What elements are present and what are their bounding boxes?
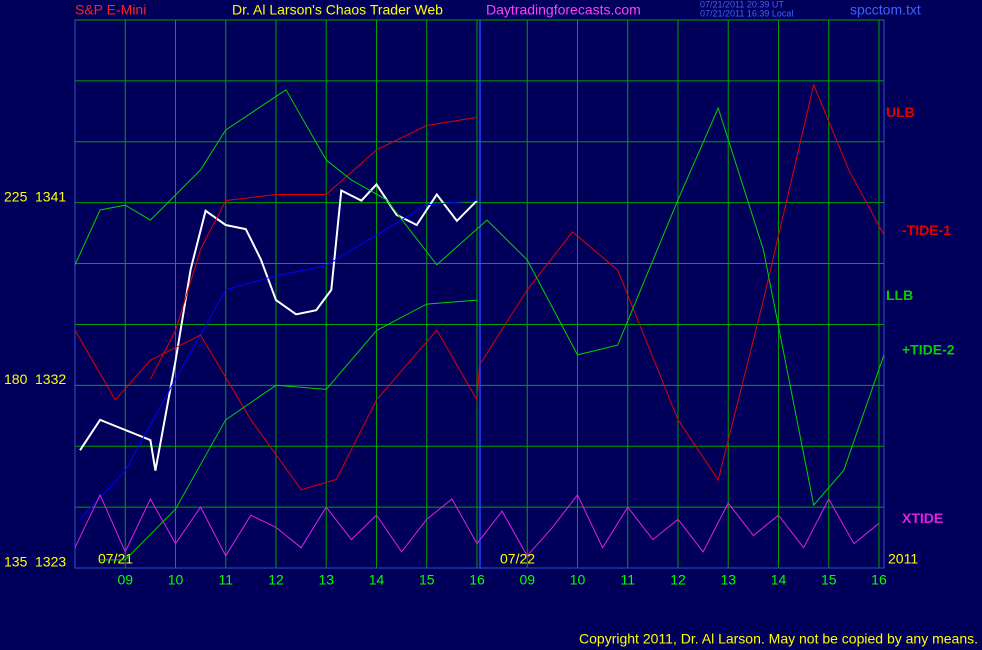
legend-label: ULB xyxy=(886,104,915,120)
chart-title: Dr. Al Larson's Chaos Trader Web xyxy=(232,2,443,18)
x-tick-label: 10 xyxy=(570,572,586,588)
subtitle: S&P E-Mini xyxy=(75,2,146,18)
y-tick-label: 1341 xyxy=(35,188,66,204)
series-line xyxy=(149,116,478,380)
x-tick-label: 09 xyxy=(519,572,535,588)
legend-label: XTIDE xyxy=(902,510,943,526)
x-tick-label: 15 xyxy=(821,572,837,588)
series-line xyxy=(74,493,880,557)
x-tick-label: 14 xyxy=(369,572,385,588)
copyright: Copyright 2011, Dr. Al Larson. May not b… xyxy=(579,631,978,647)
series-line xyxy=(74,89,885,507)
x-tick-label: 11 xyxy=(218,572,233,588)
series-line xyxy=(79,182,478,471)
timestamp: 07/21/2011 20:39 UT xyxy=(700,0,784,9)
x-tick-label: 13 xyxy=(318,572,334,588)
x-tick-label: 13 xyxy=(720,572,736,588)
series-line xyxy=(74,83,885,491)
x-tick-label: 10 xyxy=(168,572,184,588)
x-tick-label: 16 xyxy=(469,572,485,588)
legend-label: +TIDE-2 xyxy=(902,342,955,358)
x-tick-label: 14 xyxy=(771,572,787,588)
x-tick-label: 09 xyxy=(117,572,133,588)
series-line xyxy=(100,299,478,561)
date-label: 07/21 xyxy=(98,551,133,567)
y-tick-label: 1323 xyxy=(35,554,66,570)
date-label: 2011 xyxy=(888,551,918,567)
x-tick-label: 16 xyxy=(871,572,887,588)
y2-tick-label: 180 xyxy=(4,371,28,387)
legend-label: -TIDE-1 xyxy=(902,222,951,238)
x-tick-label: 12 xyxy=(670,572,686,588)
y2-tick-label: 135 xyxy=(4,554,28,570)
timestamp: 07/21/2011 16:39 Local xyxy=(700,8,793,18)
series-line xyxy=(79,200,478,520)
website: Daytradingforecasts.com xyxy=(486,2,641,18)
file-name: spcctom.txt xyxy=(850,2,921,18)
x-tick-label: 11 xyxy=(620,572,635,588)
x-tick-label: 15 xyxy=(419,572,435,588)
y2-tick-label: 225 xyxy=(4,188,28,204)
legend-label: LLB xyxy=(886,287,913,303)
y-tick-label: 1332 xyxy=(35,371,66,387)
x-tick-label: 12 xyxy=(268,572,284,588)
